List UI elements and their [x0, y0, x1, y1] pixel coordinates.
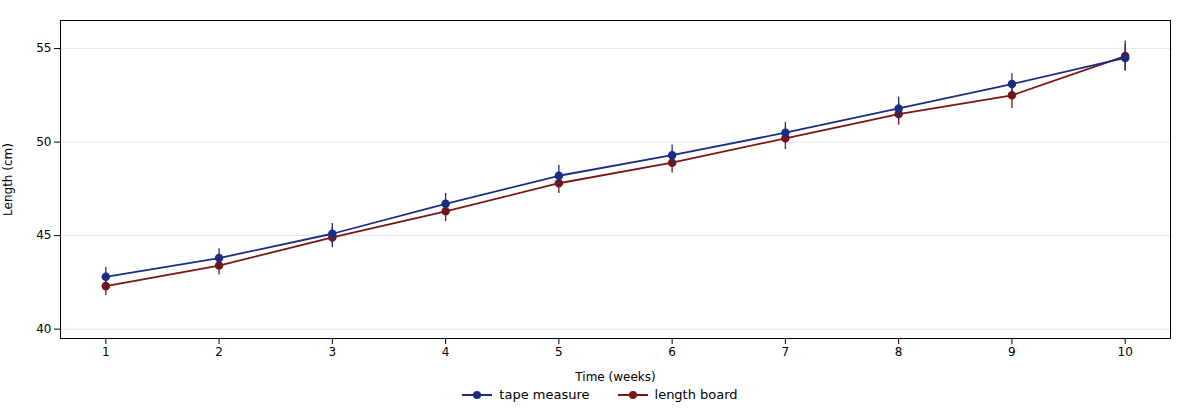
- svg-text:2: 2: [215, 345, 223, 359]
- svg-text:1: 1: [102, 345, 110, 359]
- svg-text:Time (weeks): Time (weeks): [574, 370, 655, 384]
- svg-text:5: 5: [555, 345, 563, 359]
- html-text:length board: length board: [654, 387, 738, 402]
- svg-text:45: 45: [36, 228, 51, 242]
- svg-text:Length (cm): Length (cm): [1, 143, 15, 216]
- svg-text:3: 3: [329, 345, 337, 359]
- svg-text:55: 55: [36, 41, 51, 55]
- svg-text:8: 8: [895, 345, 903, 359]
- svg-text:50: 50: [36, 135, 51, 149]
- svg-text:9: 9: [1008, 345, 1016, 359]
- html-text:tape measure: tape measure: [499, 387, 590, 402]
- svg-text:40: 40: [36, 322, 51, 336]
- svg-text:4: 4: [442, 345, 450, 359]
- svg-text:7: 7: [782, 345, 790, 359]
- svg-text:10: 10: [1118, 345, 1133, 359]
- svg-text:6: 6: [668, 345, 676, 359]
